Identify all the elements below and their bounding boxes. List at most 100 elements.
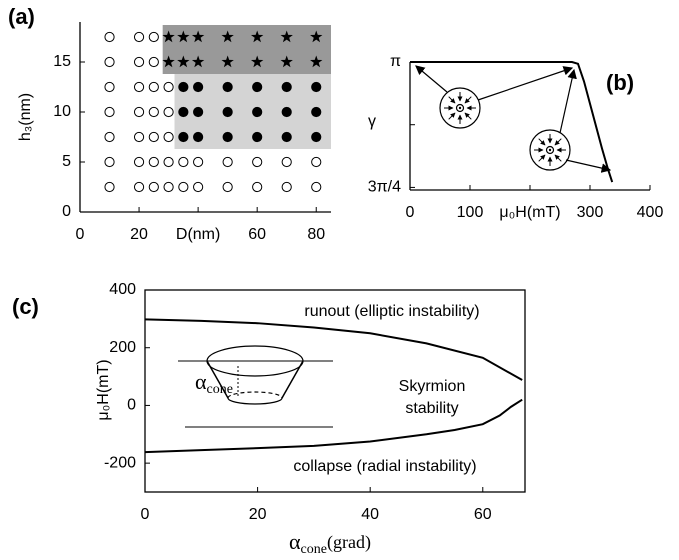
star-marker [221, 55, 234, 68]
open-circle-marker [104, 181, 115, 193]
open-circle-marker [178, 181, 189, 193]
icon-ring [455, 103, 465, 113]
star-marker [250, 30, 264, 43]
open-circle-marker [133, 181, 145, 193]
y-tick-label: -200 [104, 454, 136, 471]
inset-label: αcone [195, 369, 233, 397]
y-axis-label: γ [368, 113, 376, 130]
y-axis-label: h₃(nm) [17, 93, 34, 141]
icon-arrow [464, 96, 472, 104]
star-marker [191, 30, 205, 43]
filled-circle-marker [252, 81, 263, 93]
icon-arrow [464, 112, 472, 120]
filled-circle-marker [311, 81, 322, 93]
filled-circle-marker [178, 81, 189, 93]
star-marker [177, 30, 190, 43]
x-axis-label: αcone(grad) [289, 529, 371, 557]
y-tick-label: 0 [62, 203, 71, 220]
star-marker [221, 30, 234, 43]
open-circle-marker [148, 181, 159, 193]
y-tick-label: 400 [109, 281, 136, 298]
open-circle-marker [133, 31, 145, 43]
filled-circle-marker [281, 131, 292, 143]
open-circle-marker [148, 56, 159, 68]
star-marker [310, 30, 323, 43]
filled-circle-marker [281, 81, 292, 93]
open-circle-marker [133, 106, 145, 118]
filled-circle-marker [311, 131, 322, 143]
annotation: runout (elliptic instability) [304, 303, 479, 320]
icon-dot [548, 148, 552, 152]
filled-circle-marker [222, 106, 233, 118]
filled-circle-marker [222, 131, 233, 143]
open-circle-marker [148, 106, 159, 118]
y-tick-label: 3π/4 [368, 179, 401, 196]
curve [410, 61, 614, 183]
annotation: Skyrmion [399, 378, 466, 395]
star-marker [177, 55, 190, 68]
icon-arrow [538, 138, 546, 146]
x-tick-label: 0 [406, 204, 415, 221]
open-circle-marker [193, 156, 204, 168]
open-circle-marker [252, 181, 263, 193]
open-circle-marker [104, 81, 115, 93]
icon-arrow [538, 154, 546, 162]
open-circle-marker [148, 131, 159, 143]
filled-circle-marker [252, 131, 263, 143]
star-marker [250, 55, 264, 68]
open-circle-marker [104, 31, 115, 43]
panel-label: (c) [12, 294, 39, 319]
y-tick-label: 5 [62, 153, 71, 170]
open-circle-marker [178, 156, 189, 168]
filled-circle-marker [193, 81, 204, 93]
x-tick-label: 20 [130, 226, 148, 243]
y-tick-label: 15 [53, 53, 71, 70]
filled-circle-marker [281, 106, 292, 118]
open-circle-marker [163, 106, 174, 118]
open-circle-marker [148, 81, 159, 93]
skyrmion-icons [415, 65, 612, 173]
star-marker [162, 55, 175, 68]
x-tick-label: 20 [249, 506, 267, 523]
open-circle-marker [252, 156, 263, 168]
open-circle-marker [163, 81, 174, 93]
filled-circle-marker [222, 81, 233, 93]
icon-circle [529, 129, 571, 171]
icon-arrow [554, 154, 562, 162]
x-tick-label: 60 [248, 226, 266, 243]
filled-circle-marker [311, 106, 322, 118]
y-axis-label: μ₀H(mT) [95, 359, 112, 420]
annotation: collapse (radial instability) [293, 458, 476, 475]
open-circle-marker [222, 156, 233, 168]
cone-inset: αcone [178, 345, 333, 428]
open-circle-marker [104, 106, 115, 118]
annotation: stability [405, 400, 458, 417]
x-tick-label: 0 [76, 226, 85, 243]
icon-ring [545, 145, 555, 155]
pointer-arrow [415, 65, 448, 93]
x-tick-label: 80 [307, 226, 325, 243]
filled-circle-marker [193, 106, 204, 118]
filled-circle-marker [178, 106, 189, 118]
open-circle-marker [311, 181, 322, 193]
y-tick-label: 10 [53, 103, 71, 120]
pointer-arrow [565, 159, 612, 173]
panel-label: (a) [8, 4, 35, 29]
x-tick-label: 0 [141, 506, 150, 523]
y-tick-label: 0 [127, 397, 136, 414]
x-tick-label: 400 [637, 204, 664, 221]
x-tick-label: μ₀H(mT) [499, 204, 560, 221]
star-marker [310, 55, 323, 68]
pointer-arrow [559, 68, 577, 134]
open-circle-marker [133, 56, 145, 68]
open-circle-marker [193, 181, 204, 193]
open-circle-marker [133, 156, 145, 168]
open-circle-marker [163, 131, 174, 143]
plot-frame [144, 289, 526, 493]
curve [144, 318, 523, 381]
star-marker [280, 55, 293, 68]
shaded-region [162, 25, 331, 74]
panel-label: (b) [606, 70, 634, 95]
y-tick-label: 200 [109, 339, 136, 356]
